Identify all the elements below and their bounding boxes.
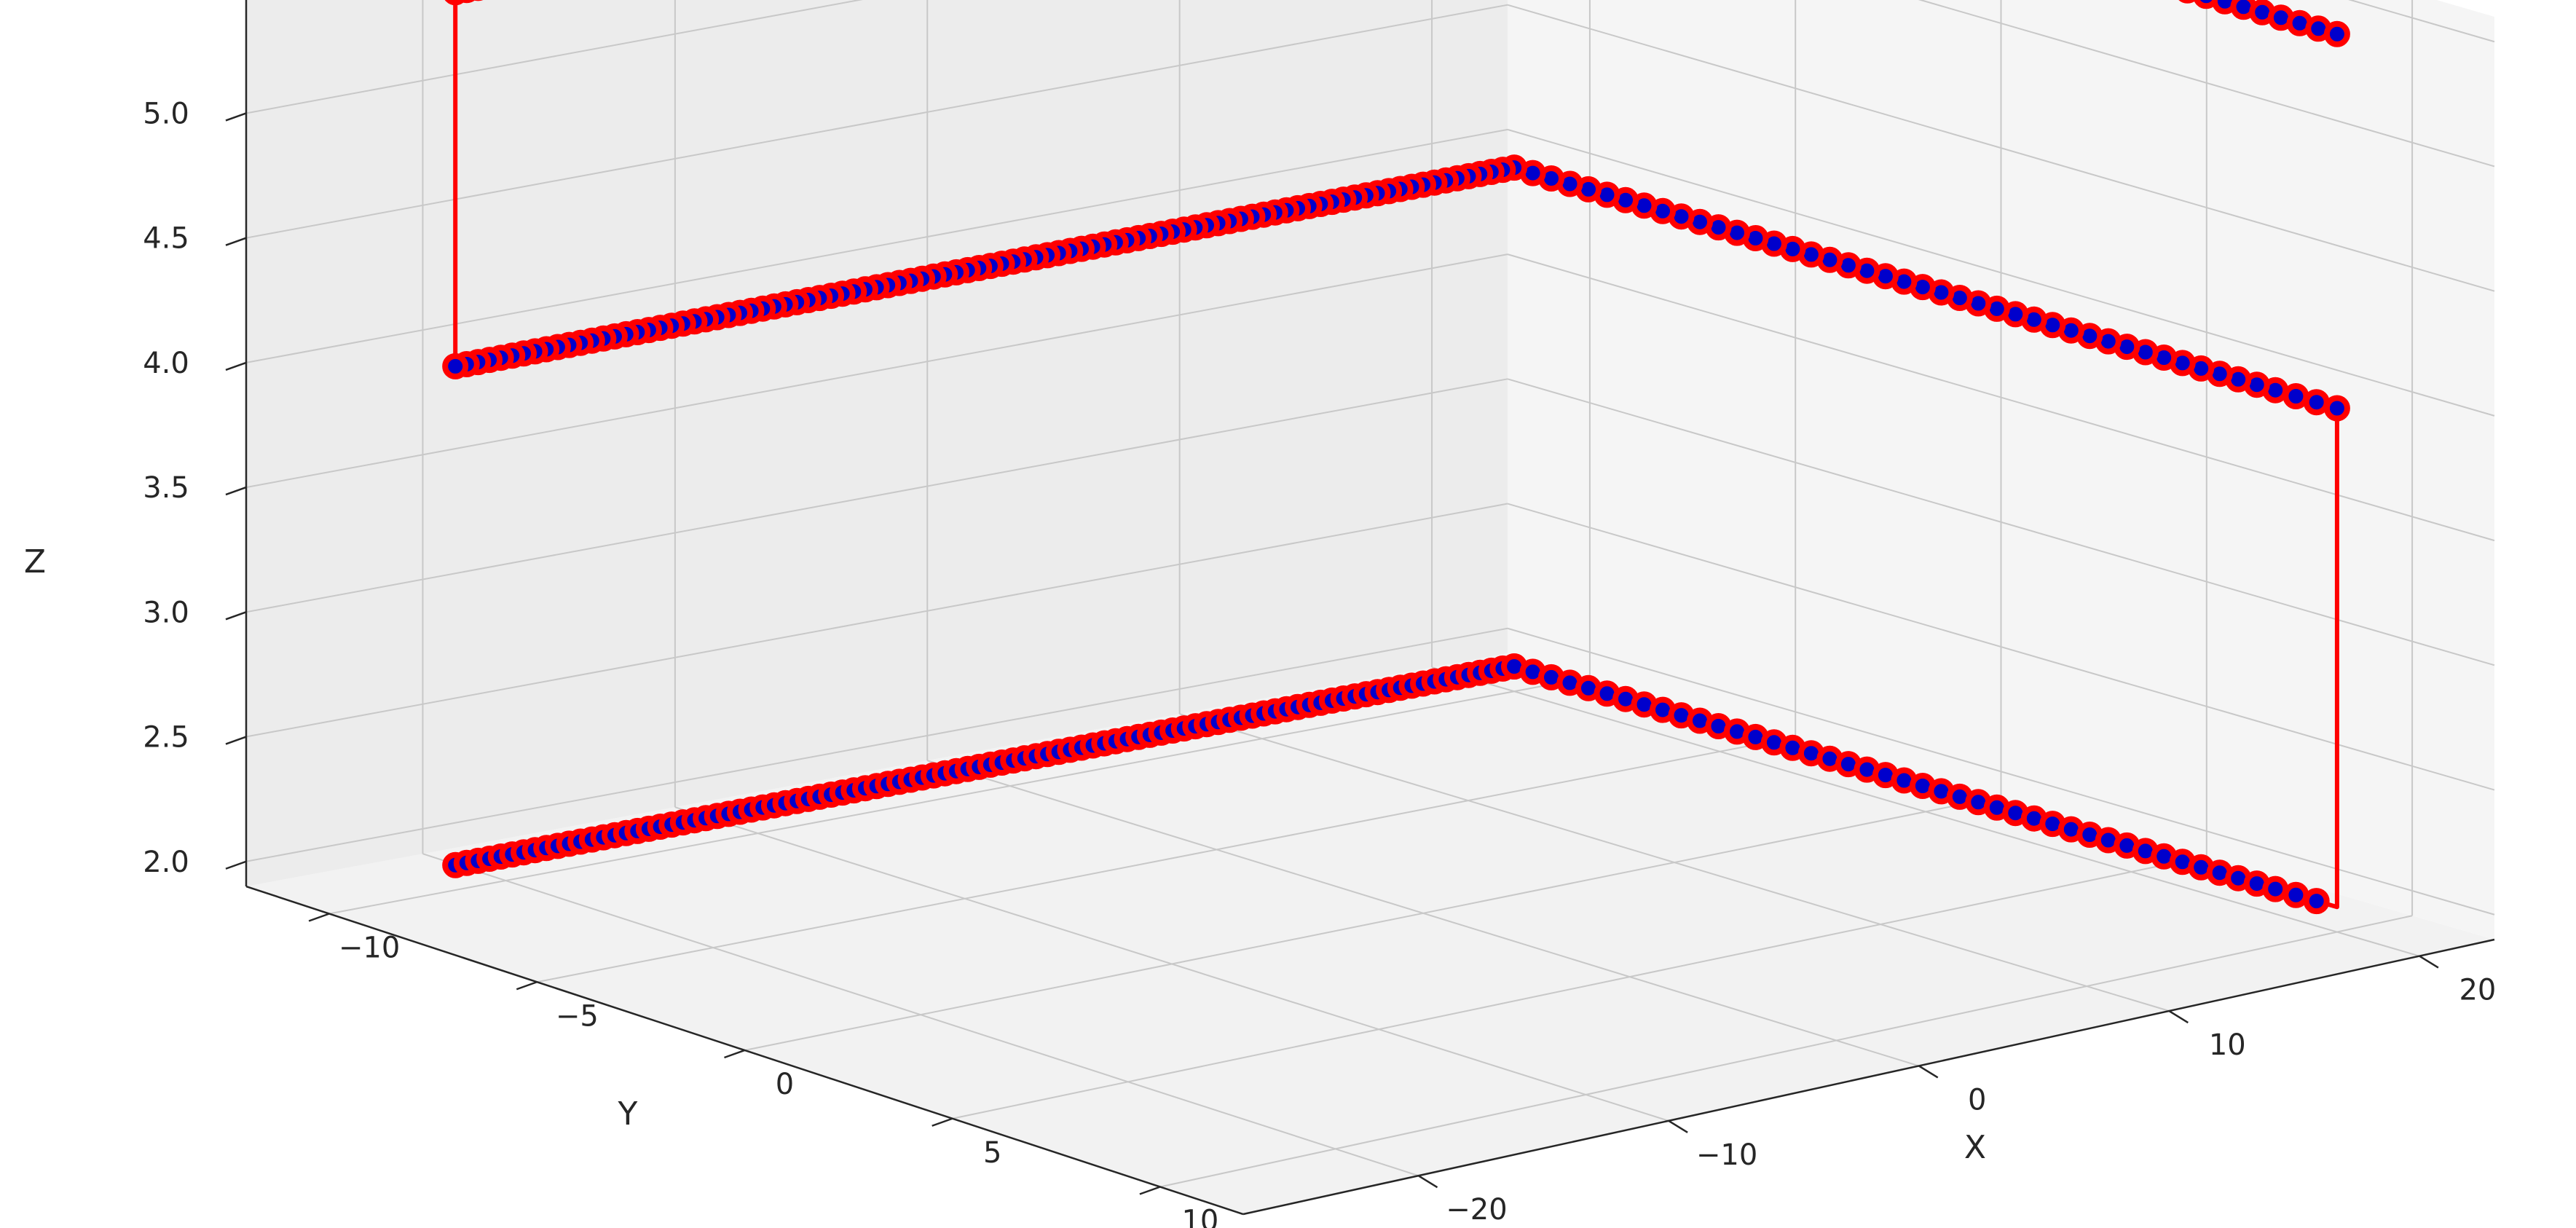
z-tick-label: 5.5: [143, 0, 189, 6]
axis-ticks: −10 −5 0 5 10 −20 −10 0 10 20 2.0 2.5 3.0 3.5 4.0 4.5 5.…: [143, 0, 2496, 1228]
series-point: [442, 353, 469, 379]
z-tick-label: 2.0: [143, 846, 189, 879]
z-tick-label: 4.0: [143, 347, 189, 380]
x-tick-label: 5: [983, 1136, 1001, 1170]
z-tick-label: 3.5: [143, 471, 189, 505]
y-tick-mark: [2419, 955, 2439, 969]
x-tick-mark: [516, 981, 537, 991]
y-tick-label: 20: [2459, 974, 2496, 1007]
z-tick-label: 2.5: [143, 721, 189, 755]
y-tick-label: −20: [1446, 1193, 1507, 1227]
y-gridline-floor: [926, 760, 1920, 1067]
series-point: [2282, 881, 2309, 908]
z-tick-mark: [225, 486, 247, 496]
x-gridline-floor: [952, 855, 2207, 1119]
series-point: [2323, 395, 2350, 422]
x-tick-mark: [308, 913, 330, 922]
y-gridline-floor: [422, 853, 1419, 1177]
y-gridline-floor: [674, 806, 1669, 1122]
z-gridline-right: [1507, 253, 2495, 542]
z-gridline-left: [245, 378, 1508, 613]
y-tick-label: 0: [1968, 1083, 1986, 1117]
z-tick-mark: [225, 860, 247, 870]
series-point: [2282, 383, 2309, 409]
z-gridline-left: [245, 253, 1508, 489]
z-gridline-right: [1507, 128, 2495, 417]
z-gridline-right: [1507, 378, 2495, 666]
x-axis-label: X: [1964, 1129, 1986, 1166]
x-tick-label: 0: [776, 1068, 794, 1101]
y-tick-mark: [1668, 1119, 1688, 1133]
x-gridline-floor: [328, 676, 1591, 915]
y-tick-mark: [1417, 1175, 1438, 1189]
x-gridline-floor: [1159, 915, 2413, 1188]
z-gridline-left: [245, 627, 1508, 862]
axes-gridlines: [245, 0, 2495, 1188]
z-gridline-left: [245, 503, 1508, 738]
series-point: [444, 0, 466, 6]
z-tick-mark: [225, 736, 247, 745]
x-tick-mark: [1139, 1186, 1161, 1195]
series-point: [2303, 888, 2330, 915]
y-tick-mark: [2168, 1009, 2189, 1024]
x-gridline-floor: [744, 795, 2001, 1051]
y-tick-label: 10: [2209, 1028, 2246, 1062]
z-gridline-right: [1507, 4, 2495, 292]
x-tick-mark: [724, 1049, 745, 1059]
z-tick-label: 5.0: [143, 98, 189, 131]
x-tick-label: −5: [556, 999, 599, 1033]
series-point: [2178, 0, 2197, 4]
x-tick-label: −10: [339, 932, 400, 965]
series-point: [2323, 20, 2350, 47]
y-tick-label: −10: [1696, 1138, 1757, 1172]
series-point: [2262, 875, 2289, 902]
y-tick-mark: [1918, 1065, 1939, 1079]
z-gridline-right: [1918, 0, 2495, 168]
z-tick-label: 4.5: [143, 222, 189, 256]
series-point: [2303, 389, 2330, 416]
y-gridline-floor: [1179, 713, 2170, 1012]
z-tick-mark: [225, 361, 247, 371]
data-series: [442, 0, 2350, 915]
axis-labels: X Y Z: [24, 543, 1986, 1166]
series-point: [2194, 0, 2219, 9]
y-gridline-floor: [1431, 666, 2420, 957]
x-tick-label: 10: [1181, 1205, 1218, 1228]
y-axis-line: [1242, 938, 2495, 1216]
x-gridline-floor: [537, 736, 1796, 983]
z-tick-mark: [225, 611, 247, 621]
x-tick-mark: [931, 1117, 953, 1127]
z-gridline-right: [1507, 503, 2495, 791]
z-tick-mark: [225, 112, 247, 122]
z-gridline-right: [1507, 627, 2495, 916]
z-tick-mark: [225, 237, 247, 246]
z-axis-label: Z: [24, 543, 46, 580]
z-tick-label: 3.0: [143, 596, 189, 629]
y-axis-label: Y: [618, 1095, 638, 1133]
